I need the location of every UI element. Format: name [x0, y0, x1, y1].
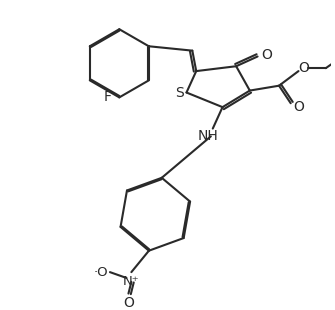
Text: S: S	[175, 86, 184, 100]
Text: N⁺: N⁺	[123, 275, 140, 288]
Text: O: O	[298, 61, 309, 75]
Text: O: O	[123, 296, 134, 310]
Text: O: O	[293, 100, 304, 114]
Text: O: O	[261, 47, 272, 62]
Text: F: F	[104, 91, 112, 104]
Text: ·O: ·O	[94, 266, 109, 279]
Text: NH: NH	[198, 129, 218, 143]
